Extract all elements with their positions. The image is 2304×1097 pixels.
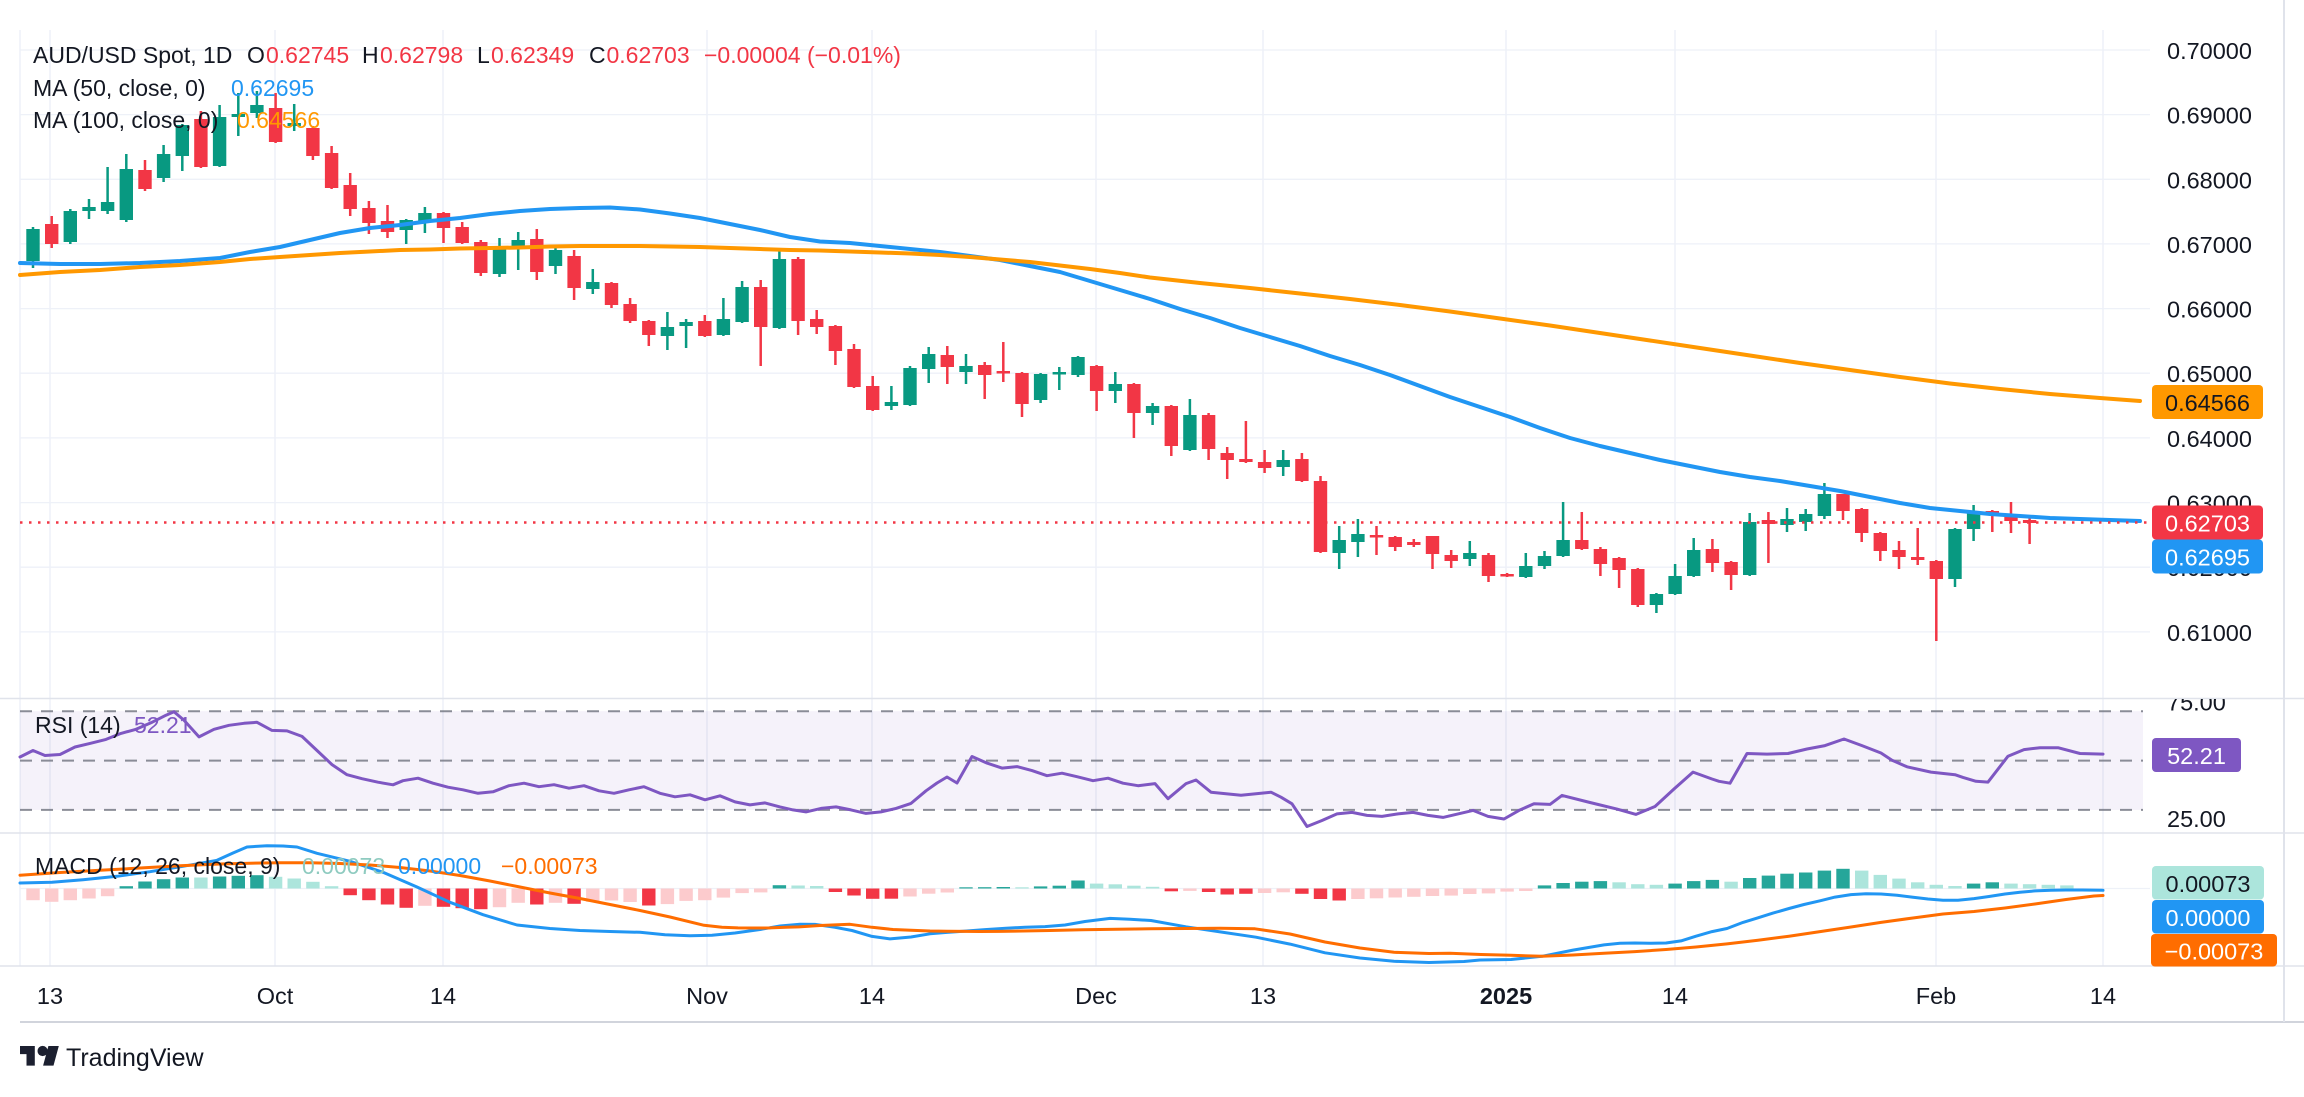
svg-text:Oct: Oct [257, 983, 294, 1009]
svg-text:0.00000: 0.00000 [398, 853, 481, 879]
svg-text:C: C [589, 42, 606, 68]
svg-text:0.66000: 0.66000 [2167, 297, 2252, 323]
svg-text:Feb: Feb [1916, 983, 1957, 1009]
svg-text:Nov: Nov [686, 983, 728, 1009]
svg-text:0.61000: 0.61000 [2167, 620, 2252, 646]
svg-text:−0.00073: −0.00073 [501, 853, 598, 879]
svg-text:MA (50, close, 0): MA (50, close, 0) [33, 75, 206, 101]
svg-text:0.65000: 0.65000 [2167, 361, 2252, 387]
svg-text:25.00: 25.00 [2167, 806, 2226, 832]
svg-text:2025: 2025 [1480, 983, 1532, 1009]
svg-text:0.67000: 0.67000 [2167, 232, 2252, 258]
svg-text:14: 14 [1662, 983, 1688, 1009]
svg-text:0.64566: 0.64566 [237, 107, 320, 133]
svg-text:0.68000: 0.68000 [2167, 167, 2252, 193]
svg-text:13: 13 [37, 983, 63, 1009]
svg-text:0.62798: 0.62798 [380, 42, 463, 68]
svg-text:0.62695: 0.62695 [231, 75, 314, 101]
svg-text:75.00: 75.00 [2167, 690, 2226, 716]
svg-text:0.64566: 0.64566 [2165, 390, 2250, 416]
svg-text:52.21: 52.21 [2167, 743, 2226, 769]
svg-text:52.21: 52.21 [134, 712, 192, 738]
svg-text:0.64000: 0.64000 [2167, 426, 2252, 452]
svg-text:0.00073: 0.00073 [302, 853, 385, 879]
svg-text:TradingView: TradingView [66, 1044, 205, 1072]
svg-text:13: 13 [1250, 983, 1276, 1009]
svg-text:0.62745: 0.62745 [266, 42, 349, 68]
svg-text:MACD (12, 26, close, 9): MACD (12, 26, close, 9) [35, 853, 280, 879]
svg-text:AUD/USD Spot, 1D: AUD/USD Spot, 1D [33, 42, 232, 68]
svg-text:0.70000: 0.70000 [2167, 38, 2252, 64]
svg-text:−0.00073: −0.00073 [2165, 938, 2264, 964]
svg-text:14: 14 [2090, 983, 2116, 1009]
svg-text:H: H [362, 42, 379, 68]
svg-text:MA (100, close, 0): MA (100, close, 0) [33, 107, 218, 133]
svg-text:0.00073: 0.00073 [2166, 871, 2251, 897]
svg-text:−0.00004 (−0.01%): −0.00004 (−0.01%) [704, 42, 901, 68]
svg-text:0.62349: 0.62349 [491, 42, 574, 68]
svg-text:0.62695: 0.62695 [2165, 545, 2250, 571]
svg-text:14: 14 [859, 983, 885, 1009]
svg-text:0.62703: 0.62703 [607, 42, 690, 68]
svg-text:0.62703: 0.62703 [2165, 511, 2250, 537]
svg-text:L: L [477, 42, 490, 68]
svg-text:0.69000: 0.69000 [2167, 103, 2252, 129]
svg-text:Dec: Dec [1075, 983, 1117, 1009]
svg-text:RSI (14): RSI (14) [35, 712, 121, 738]
svg-text:0.00000: 0.00000 [2166, 905, 2251, 931]
svg-text:14: 14 [430, 983, 456, 1009]
svg-text:O: O [247, 42, 265, 68]
